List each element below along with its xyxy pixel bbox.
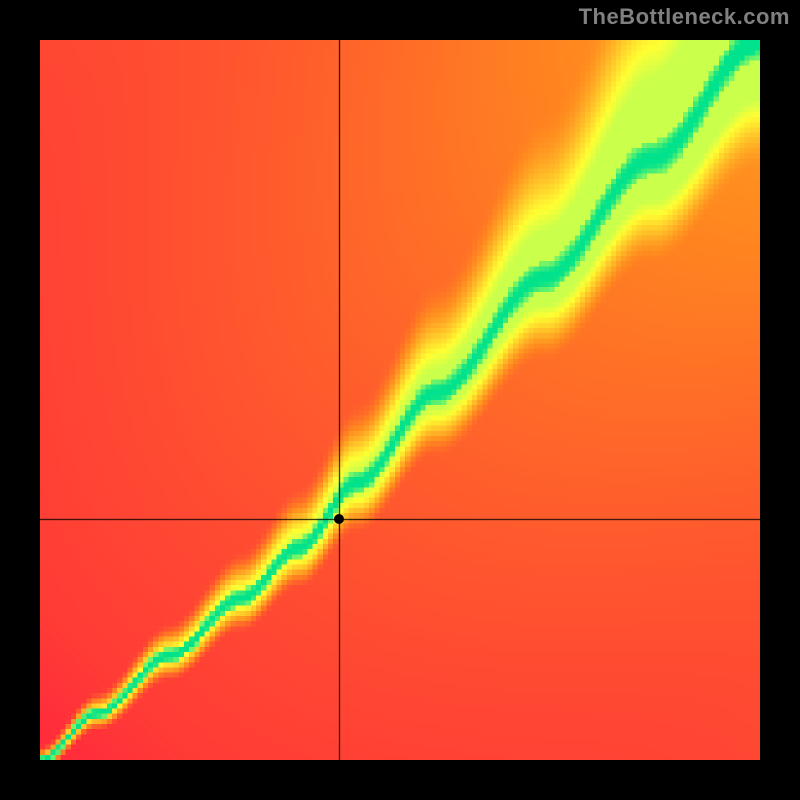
heatmap-canvas bbox=[40, 40, 760, 760]
watermark-text: TheBottleneck.com bbox=[579, 4, 790, 30]
